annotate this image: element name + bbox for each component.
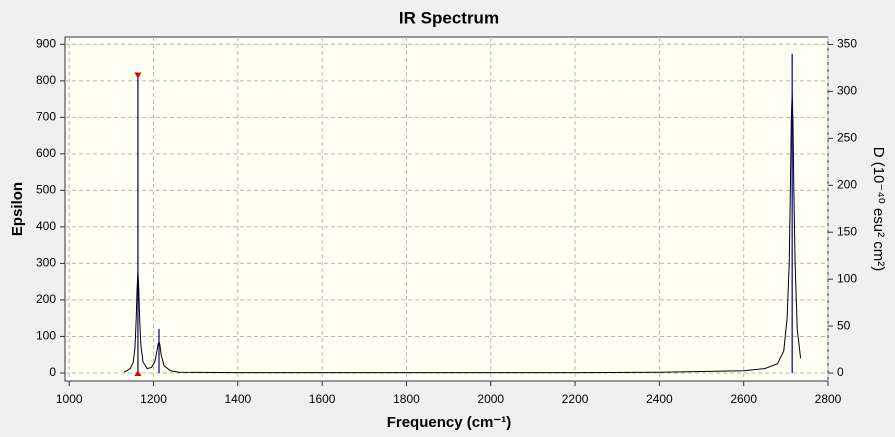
y2-tick-label: 250: [837, 131, 857, 145]
y-tick-label: 800: [36, 73, 56, 87]
x-axis-label: Frequency (cm⁻¹): [387, 414, 512, 431]
x-tick-label: 2000: [477, 392, 504, 406]
y-tick-label: 500: [36, 183, 56, 197]
x-tick-label: 1600: [309, 392, 336, 406]
x-tick-label: 1400: [224, 392, 251, 406]
y-tick-label: 300: [36, 256, 56, 270]
y2-tick-label: 200: [837, 177, 857, 191]
y2-tick-label: 50: [837, 318, 851, 332]
y-tick-label: 400: [36, 219, 56, 233]
x-tick-label: 2200: [562, 392, 589, 406]
spectrum-line: [123, 93, 802, 374]
y-tick-label: 700: [36, 110, 56, 124]
y-tick-label: 100: [36, 329, 56, 343]
y2-tick-label: 150: [837, 224, 857, 238]
x-tick-label: 1200: [140, 392, 167, 406]
x-tick-label: 2800: [815, 392, 842, 406]
x-tick-label: 2600: [730, 392, 757, 406]
y2-tick-label: 300: [837, 84, 857, 98]
y-tick-label: 0: [49, 365, 56, 379]
x-tick-label: 1800: [393, 392, 420, 406]
y2-tick-label: 350: [837, 37, 857, 51]
plot-area: [64, 36, 829, 382]
x-tick-label: 2400: [646, 392, 673, 406]
y2-tick-label: 0: [837, 365, 844, 379]
y2-tick-label: 100: [837, 271, 857, 285]
y-axis-label: Epsilon: [9, 182, 26, 236]
y2-axis-label: D (10⁻⁴⁰ esu² cm²): [870, 147, 887, 272]
selected-peak-marker: [134, 370, 142, 377]
chart-title: IR Spectrum: [399, 8, 499, 27]
y-tick-label: 900: [36, 36, 56, 50]
y-tick-label: 600: [36, 146, 56, 160]
selected-peak-marker: [134, 72, 142, 79]
y-tick-label: 200: [36, 292, 56, 306]
x-tick-label: 1000: [56, 392, 83, 406]
